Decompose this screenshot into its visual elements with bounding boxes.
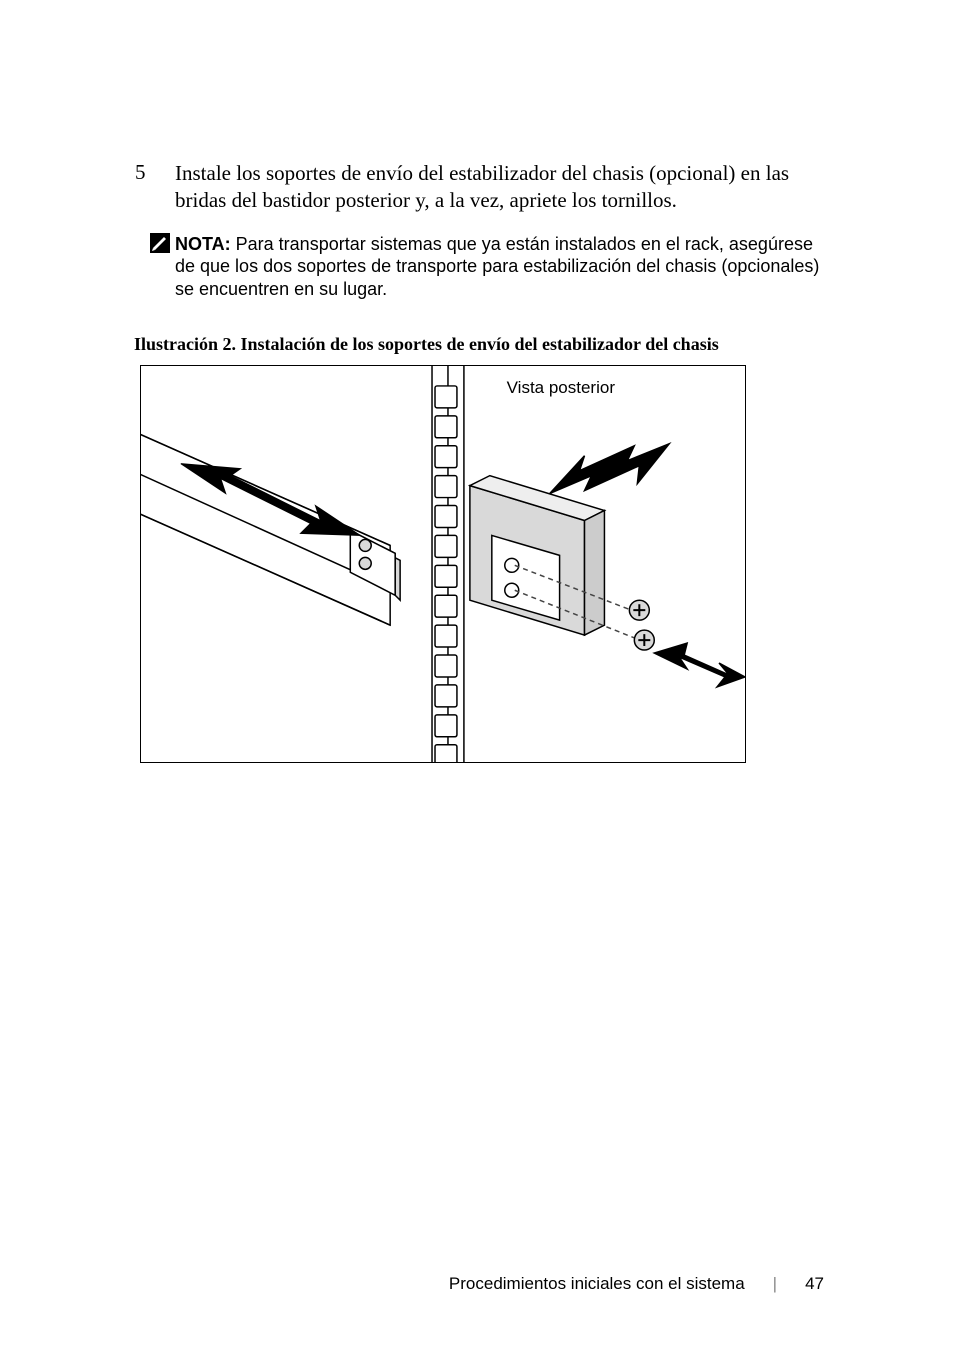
figure-illustration bbox=[141, 366, 745, 763]
figure-title: Ilustración 2. Instalación de los soport… bbox=[134, 334, 824, 355]
note-block: NOTA: Para transportar sistemas que ya e… bbox=[130, 233, 824, 301]
footer-separator: | bbox=[773, 1274, 777, 1294]
step-5: 5 Instale los soportes de envío del esta… bbox=[130, 160, 824, 215]
figure-box: Vista posterior bbox=[140, 365, 746, 763]
page-footer: Procedimientos iniciales con el sistema … bbox=[449, 1274, 824, 1294]
step-text: Instale los soportes de envío del estabi… bbox=[175, 160, 824, 215]
note-icon-wrap bbox=[130, 233, 175, 301]
note-label: NOTA: bbox=[175, 234, 231, 254]
note-icon bbox=[150, 233, 170, 253]
footer-section: Procedimientos iniciales con el sistema bbox=[449, 1274, 745, 1294]
note-body: NOTA: Para transportar sistemas que ya e… bbox=[175, 233, 824, 301]
note-text: Para transportar sistemas que ya están i… bbox=[175, 234, 819, 299]
document-page: 5 Instale los soportes de envío del esta… bbox=[0, 0, 954, 1354]
page-number: 47 bbox=[805, 1274, 824, 1294]
step-number: 5 bbox=[130, 160, 175, 215]
